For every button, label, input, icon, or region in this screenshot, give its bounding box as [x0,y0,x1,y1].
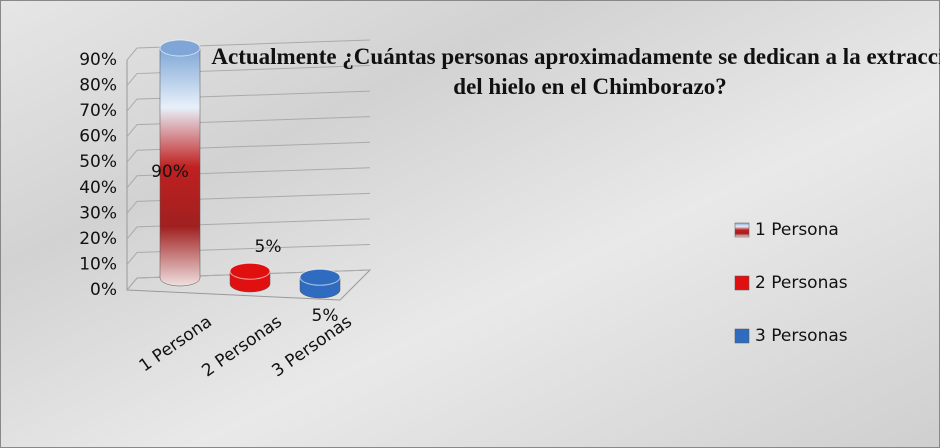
y-tick-label: 0% [90,280,117,300]
value-label: 90% [151,162,189,182]
bar [299,268,341,299]
y-tick-label: 80% [79,76,117,96]
chart-title: Actualmente ¿Cuántas personas aproximada… [211,44,940,99]
legend-marker [734,275,750,291]
y-tick-label: 40% [79,178,117,198]
grid-line [126,65,371,86]
grid-line [126,90,371,112]
bar [229,262,271,293]
y-tick-label: 90% [79,50,117,70]
bar-top [229,262,271,280]
y-tick-label: 20% [79,229,117,249]
y-tick-label: 50% [79,152,117,172]
legend-marker [734,222,750,238]
bar [159,39,201,287]
grid-line [126,167,371,189]
y-tick-label: 10% [79,254,117,274]
legend-label: 1 Persona [755,220,839,240]
grid-line [126,243,371,265]
grid-line [126,141,371,163]
legend-label: 2 Personas [755,273,848,293]
y-tick-label: 70% [79,101,117,121]
legend-label: 3 Personas [755,326,848,346]
grid-line [126,218,371,240]
value-label: 5% [255,237,282,257]
grid-line [126,269,371,291]
y-tick-label: 60% [79,127,117,147]
value-label: 5% [312,306,339,326]
legend-marker [734,328,750,344]
bar-body [159,47,201,287]
grid-line [126,116,371,137]
grid-line [126,39,371,61]
y-tick-label: 30% [79,203,117,223]
bar-top [299,268,341,286]
grid-line [126,192,371,214]
bar-top [159,39,201,57]
